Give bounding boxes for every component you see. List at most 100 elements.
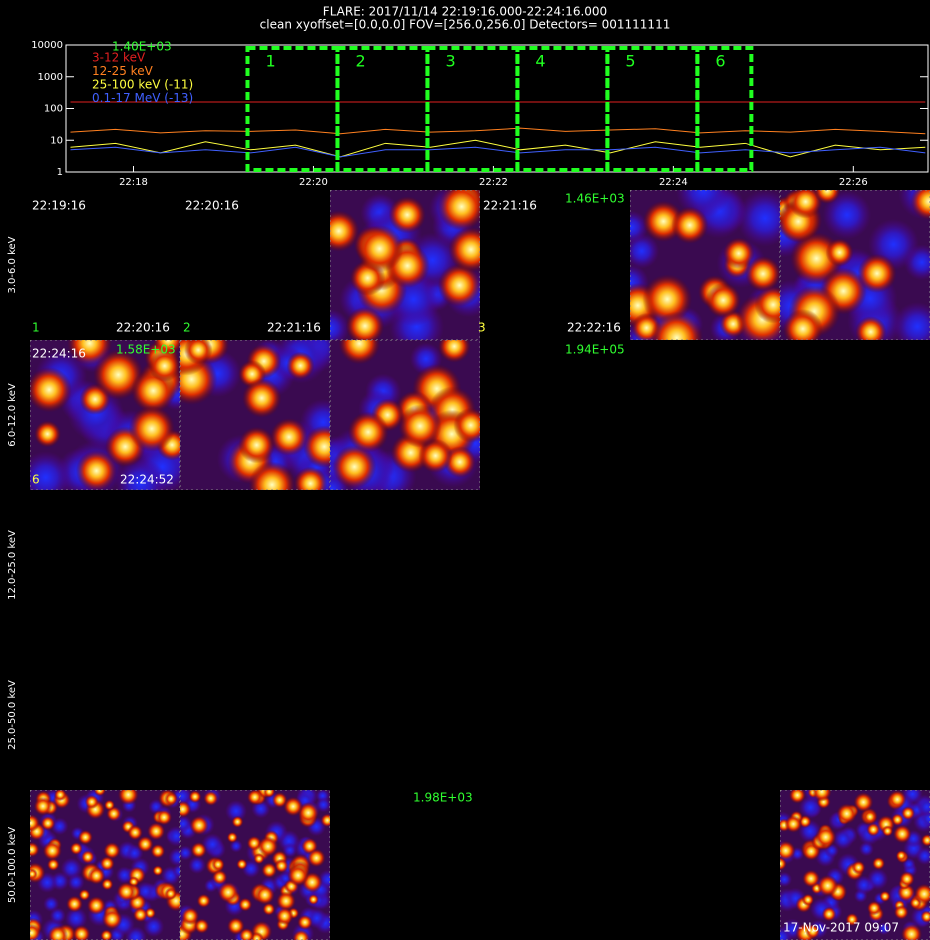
blob [262, 902, 276, 916]
interval-label: 6 [715, 52, 725, 71]
blob [297, 914, 313, 930]
blob [150, 843, 166, 859]
blob [287, 864, 309, 887]
panel-label: 1.46E+03 [565, 192, 625, 206]
blob [270, 418, 308, 456]
blob [642, 274, 693, 324]
blob [101, 878, 114, 891]
blob [103, 842, 121, 860]
panel-label: 2 [183, 321, 191, 335]
panel-label: 6 [32, 473, 40, 487]
blob [920, 910, 930, 924]
blob [303, 425, 330, 468]
blob [78, 888, 91, 901]
blob [211, 857, 225, 872]
tile-content [630, 190, 780, 340]
blob [248, 461, 296, 490]
blob [274, 858, 289, 873]
image-tiles [30, 190, 930, 940]
blob [117, 790, 139, 806]
row-label: 25.0-50.0 keV [7, 680, 18, 750]
blob [307, 848, 326, 868]
plot-frame [65, 44, 929, 173]
blob [816, 874, 839, 897]
panel-label: 22:21:16 [267, 321, 321, 335]
y-tick-label: 10000 [31, 40, 63, 51]
title: FLARE: 2017/11/14 22:19:16.000-22:24:16.… [323, 5, 607, 19]
y-tick-label: 1000 [38, 72, 63, 83]
blob [188, 856, 206, 874]
x-tick-label: 22:22 [479, 177, 508, 188]
y-tick-label: 1 [57, 167, 63, 178]
blob [866, 900, 882, 916]
x-tick-label: 22:20 [299, 177, 328, 188]
blob [166, 825, 180, 847]
blob [330, 308, 350, 340]
blob [203, 790, 219, 806]
tile-content [330, 340, 480, 490]
blob [271, 792, 288, 808]
legend-entry: 3-12 keV [92, 51, 146, 65]
interval-box [605, 46, 700, 172]
series-line [70, 146, 926, 158]
blob [212, 869, 228, 886]
blob [893, 904, 909, 920]
blob [225, 800, 247, 823]
panel-label: 17-Nov-2017 09:07 [783, 921, 899, 935]
blob [802, 869, 821, 888]
blob [148, 349, 180, 382]
blob [813, 190, 841, 204]
blob [189, 815, 209, 836]
blob [194, 918, 210, 934]
tile-content [780, 190, 930, 340]
series-line [70, 139, 926, 158]
panel-label: 22:20:16 [185, 199, 239, 213]
legend-entry: 25-100 keV (-11) [92, 78, 193, 92]
blob [201, 833, 224, 856]
blob [34, 420, 61, 448]
blob [398, 404, 442, 448]
blob [42, 841, 63, 861]
blob [293, 466, 328, 490]
panel-label: 1.58E+03 [116, 343, 176, 357]
image-tile [180, 790, 330, 940]
blob [722, 237, 755, 270]
blob [286, 351, 315, 380]
blob [745, 255, 780, 292]
tile-content [330, 190, 480, 340]
blob [30, 451, 72, 490]
tile-content [30, 340, 180, 490]
blob [180, 815, 192, 833]
blob [147, 822, 166, 841]
blob [136, 835, 154, 853]
blob [355, 225, 404, 273]
blob [30, 841, 40, 858]
blob [832, 828, 854, 850]
image-tile [330, 340, 480, 490]
blob [853, 792, 874, 813]
blob [866, 868, 889, 890]
blob [910, 190, 930, 220]
blob [388, 196, 426, 234]
row-label: 50.0-100.0 keV [7, 827, 18, 903]
blob [780, 840, 796, 861]
blob [805, 924, 821, 939]
blob [168, 847, 180, 867]
blob [80, 850, 95, 864]
blob [448, 226, 480, 273]
interval-box [695, 46, 754, 172]
blob [901, 806, 916, 821]
blob [143, 916, 165, 938]
blob [276, 891, 296, 911]
interval-label: 5 [625, 52, 635, 71]
blob [899, 871, 915, 887]
blob [87, 866, 106, 885]
blob [754, 285, 780, 324]
interval-label: 3 [445, 52, 455, 71]
blob [33, 796, 53, 816]
blob [863, 809, 877, 824]
blob [103, 799, 116, 811]
blob [297, 802, 320, 824]
image-tile [30, 790, 180, 940]
image-tile [630, 190, 780, 340]
